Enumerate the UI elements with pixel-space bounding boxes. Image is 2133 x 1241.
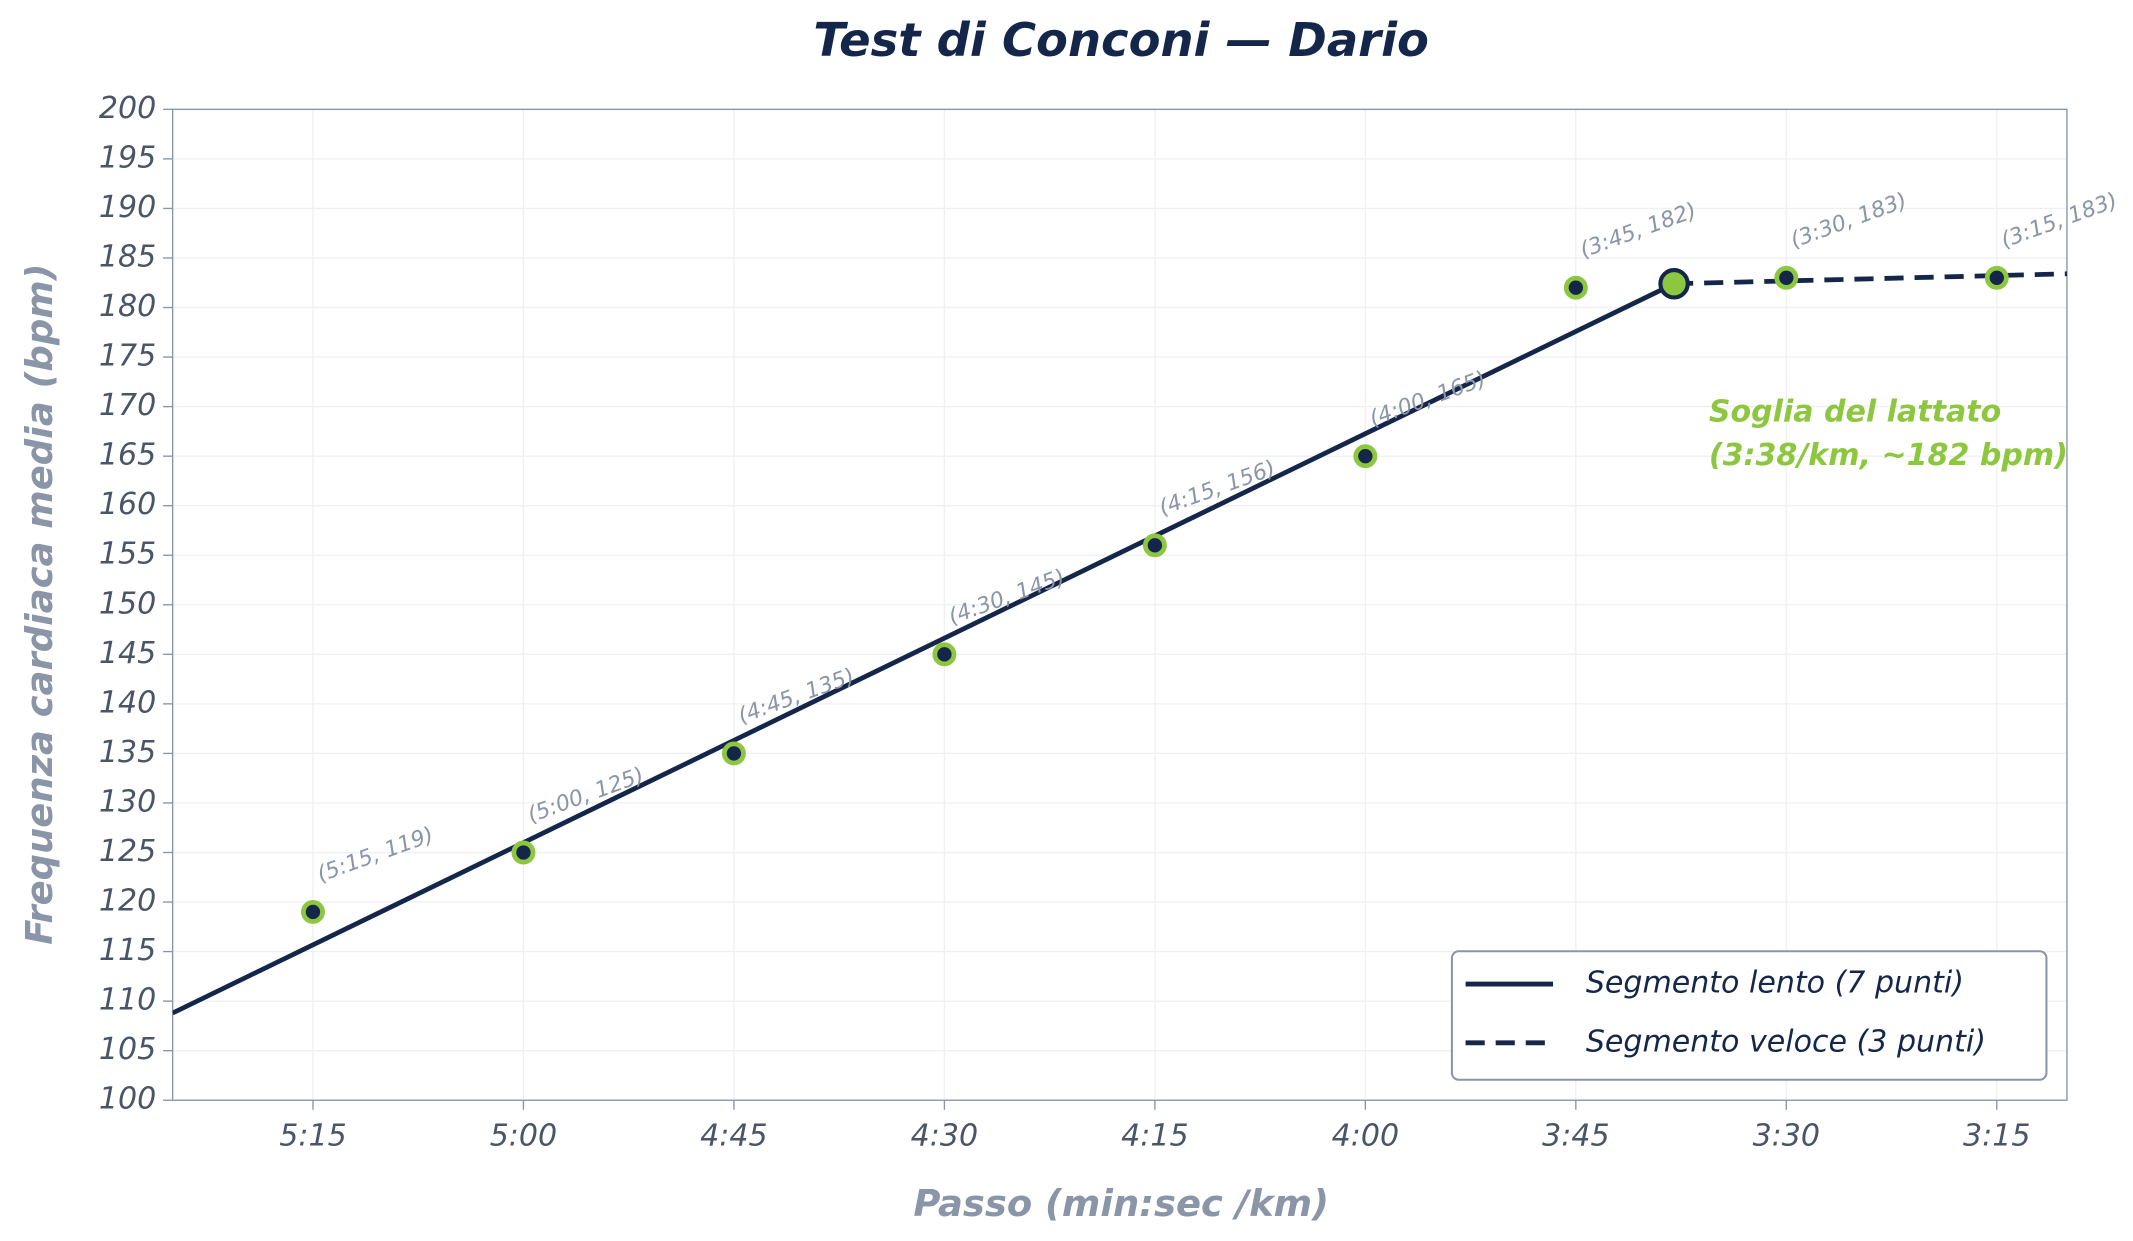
data-point — [1774, 265, 1799, 290]
y-tick-label: 165 — [99, 438, 156, 473]
legend-label: Segmento lento (7 punti) — [1586, 966, 1964, 1001]
data-point — [301, 899, 325, 924]
y-tick-label: 175 — [99, 339, 156, 374]
y-tick-label: 150 — [99, 586, 156, 621]
y-tick-label: 120 — [99, 884, 156, 919]
y-tick-label: 110 — [99, 983, 156, 1018]
data-point — [1563, 275, 1588, 300]
y-tick-label: 185 — [99, 239, 156, 274]
legend-box — [1450, 950, 2048, 1081]
y-tick-label: 100 — [99, 1082, 156, 1117]
y-tick-label: 190 — [99, 190, 156, 225]
x-tick-label: 3:30 — [1753, 1119, 1820, 1154]
annotation: (3:38/km, ~182 bpm) — [1709, 438, 2068, 473]
data-point — [511, 840, 536, 865]
point-label: (5:00, 125) — [524, 763, 647, 828]
x-tick-label: 3:15 — [1963, 1119, 2030, 1154]
data-point — [721, 741, 746, 766]
y-tick-label: 155 — [99, 537, 156, 572]
y-tick-label: 200 — [99, 91, 156, 126]
y-tick-label: 160 — [99, 487, 156, 522]
point-label: (4:45, 135) — [735, 664, 858, 729]
point-label: (3:15, 183) — [1998, 188, 2121, 253]
y-tick-label: 140 — [99, 685, 156, 720]
x-axis-label: Passo (min:sec /km) — [913, 1182, 1329, 1225]
plot-frame — [171, 108, 2068, 1101]
x-tick-label: 4:00 — [1332, 1119, 1399, 1154]
point-label: (4:30, 145) — [945, 565, 1068, 630]
y-tick-label: 130 — [99, 784, 156, 819]
annotation: Soglia del lattato — [1709, 394, 2001, 429]
series-line — [172, 281, 1676, 1016]
chart-title: Test di Conconi — Dario — [813, 13, 1429, 67]
x-tick-label: 4:45 — [700, 1119, 767, 1154]
point-label: (4:00, 165) — [1366, 367, 1489, 432]
point-label: (3:30, 183) — [1787, 188, 1910, 253]
x-tick-label: 5:15 — [279, 1119, 346, 1154]
y-tick-label: 195 — [99, 140, 156, 175]
data-point — [1142, 533, 1167, 558]
y-tick-label: 135 — [99, 735, 156, 770]
data-point — [1353, 444, 1378, 469]
y-tick-label: 180 — [99, 289, 156, 324]
y-tick-label: 145 — [99, 636, 156, 671]
x-tick-label: 5:00 — [490, 1119, 557, 1154]
x-tick-label: 4:30 — [911, 1119, 978, 1154]
legend-label: Segmento veloce (3 punti) — [1586, 1024, 1986, 1059]
data-point — [1984, 265, 2009, 290]
breakpoint-marker — [1658, 268, 1690, 300]
y-axis-label: Frequenza cardiaca media (bpm) — [18, 263, 61, 944]
series-line — [1673, 271, 2067, 287]
y-tick-label: 115 — [99, 933, 156, 968]
y-tick-label: 125 — [99, 834, 156, 869]
point-label: (5:15, 119) — [314, 823, 437, 888]
data-point — [932, 642, 957, 667]
y-tick-label: 170 — [99, 388, 156, 423]
y-tick-label: 105 — [99, 1032, 156, 1067]
x-tick-label: 3:45 — [1542, 1119, 1609, 1154]
x-tick-label: 4:15 — [1121, 1119, 1188, 1154]
point-label: (4:15, 156) — [1156, 456, 1279, 521]
